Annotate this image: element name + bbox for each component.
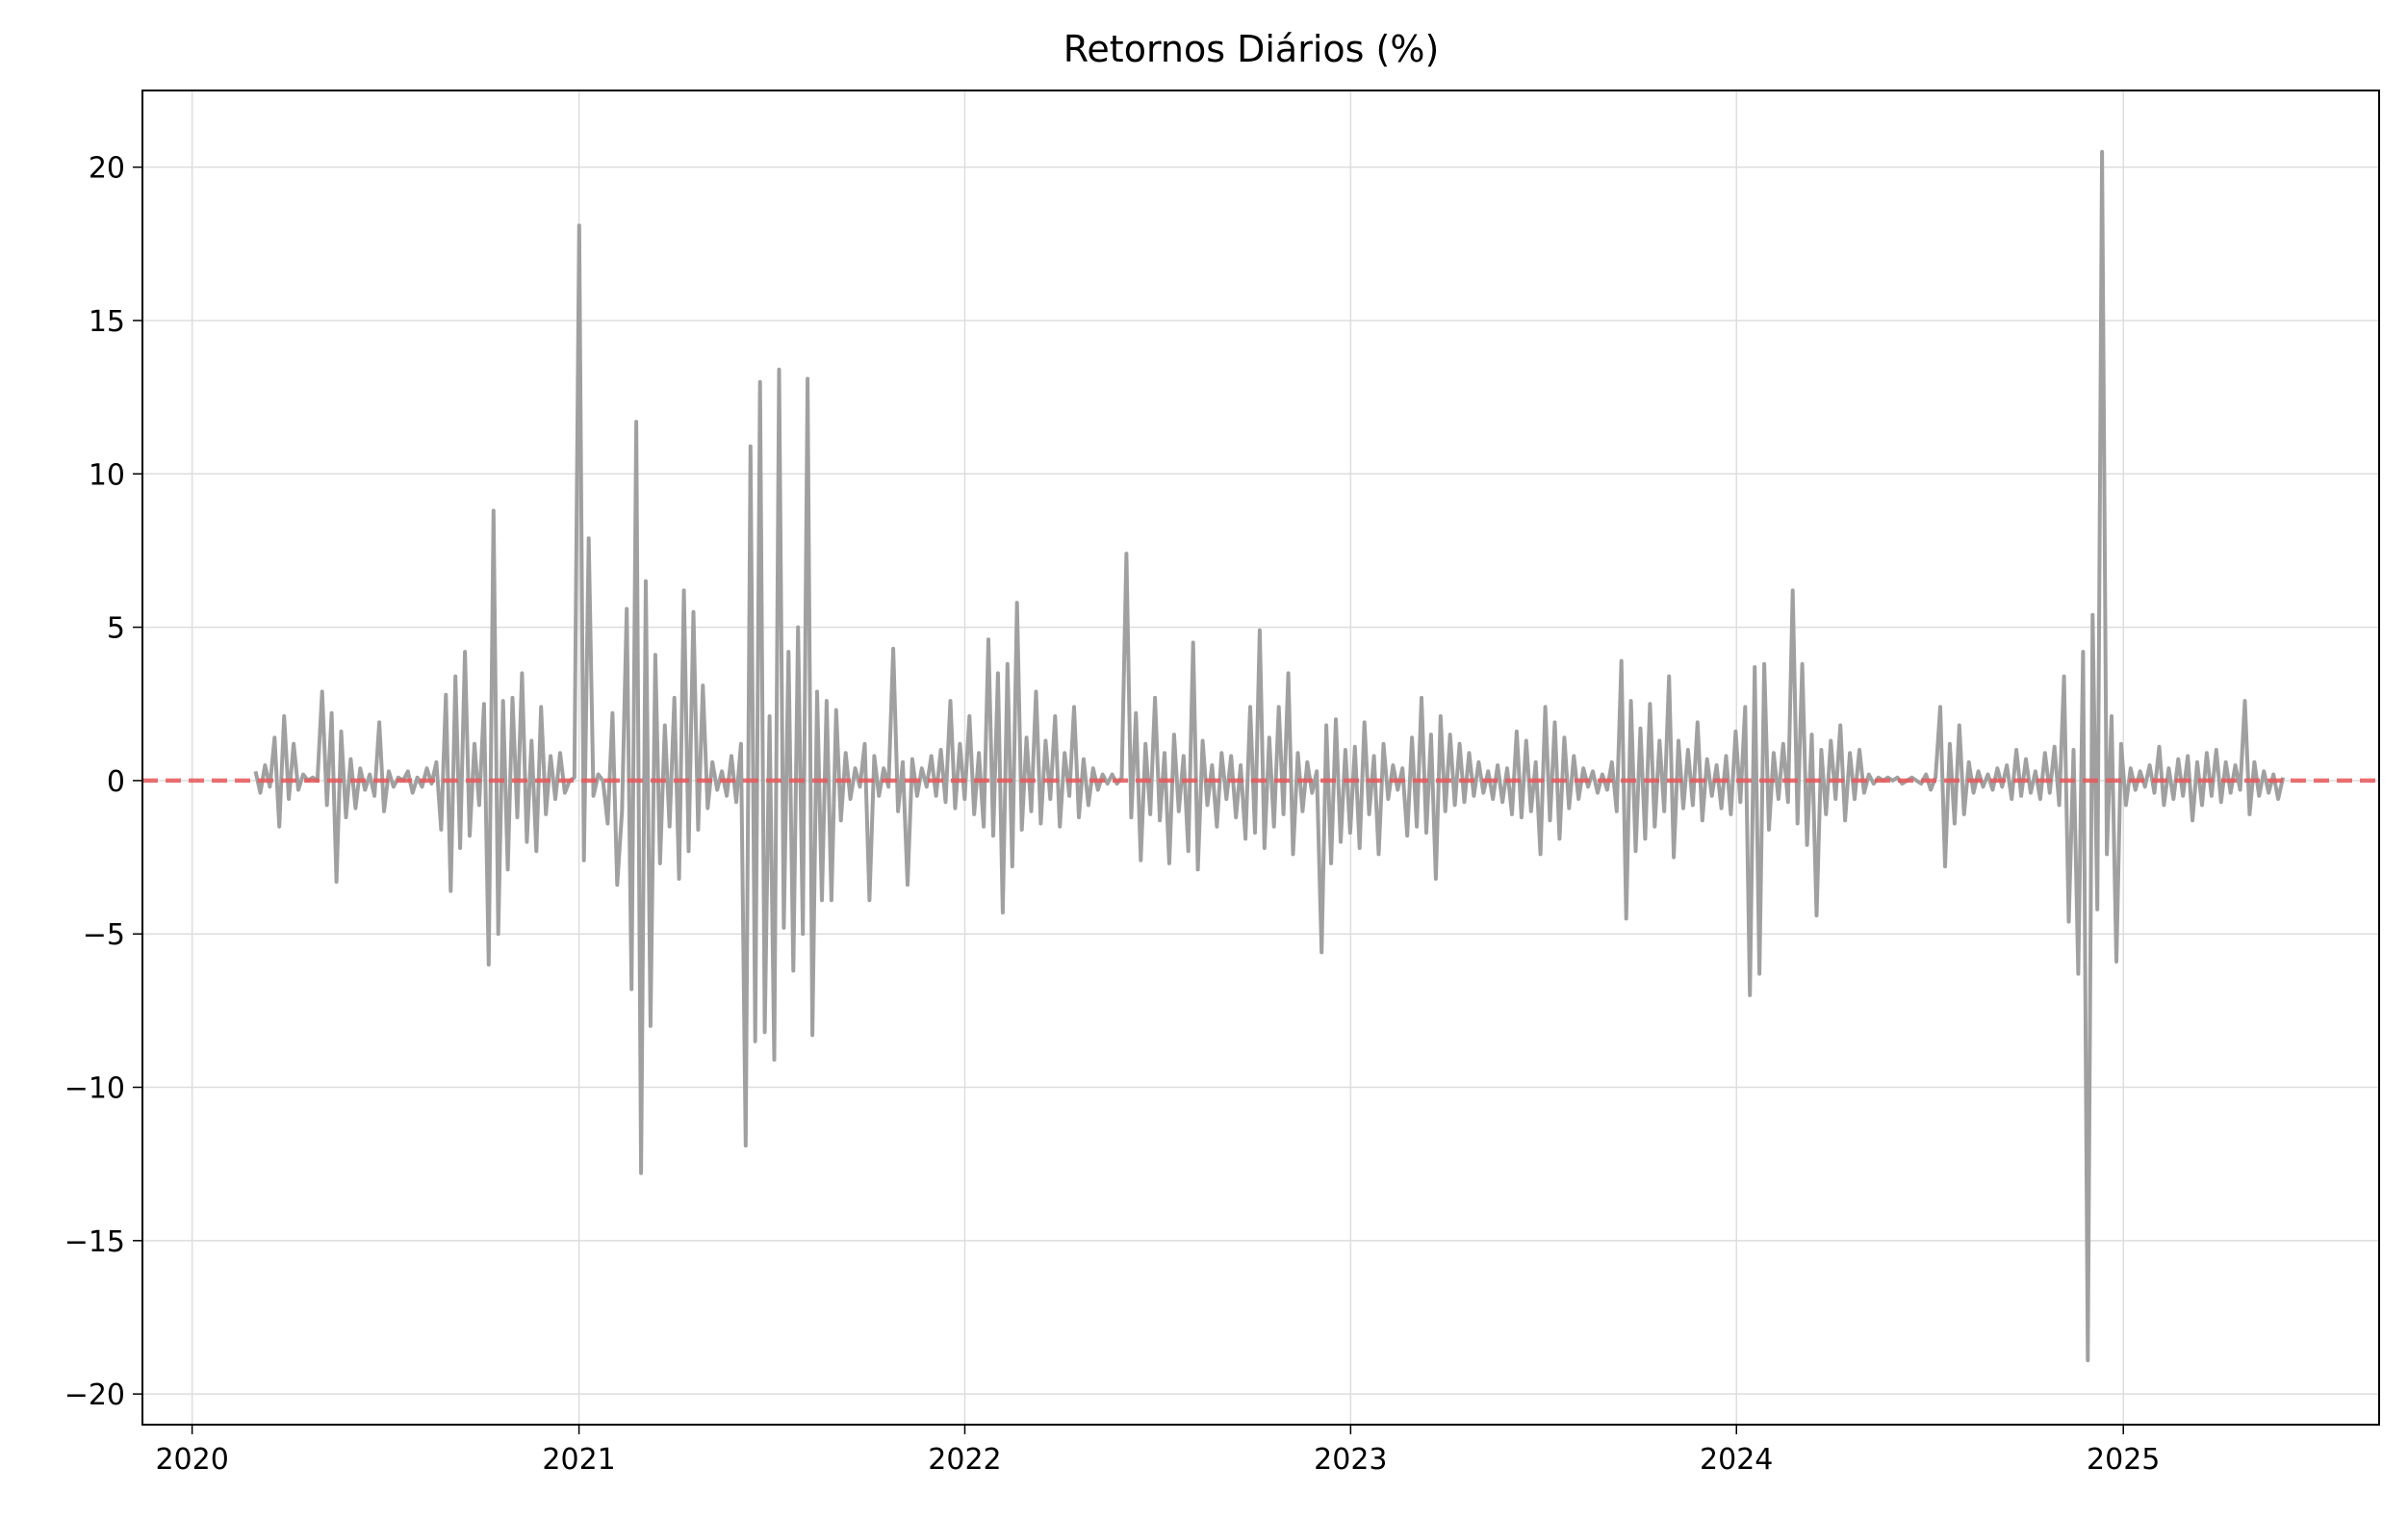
x-tick-label: 2025 <box>2087 1443 2160 1477</box>
x-tick-label: 2023 <box>1314 1443 1387 1477</box>
x-tick-label: 2021 <box>542 1443 615 1477</box>
y-tick-label: −15 <box>64 1225 125 1259</box>
y-tick-label: −5 <box>83 918 125 952</box>
y-tick-label: 15 <box>89 305 125 339</box>
plot-frame <box>141 90 2380 1426</box>
y-tick-label: 10 <box>89 458 125 492</box>
returns-series-line <box>253 149 2286 1363</box>
axes-layer <box>141 90 2380 1426</box>
series-layer <box>253 149 2286 1363</box>
tick-layer: 20 15 10 5 0 −5 −10 −15 −20 2020 2021 2022 2023 2024 2… <box>64 152 2161 1477</box>
chart-title: Retornos Diários (%) <box>1063 28 1440 70</box>
y-tick-label: −20 <box>64 1378 125 1412</box>
y-tick-label: −10 <box>64 1072 125 1106</box>
y-tick-label: 20 <box>89 152 125 186</box>
x-tick-label: 2022 <box>928 1443 1001 1477</box>
y-tick-label: 5 <box>107 612 125 646</box>
x-tick-label: 2020 <box>155 1443 228 1477</box>
y-tick-label: 0 <box>107 765 125 799</box>
x-tick-label: 2024 <box>1700 1443 1773 1477</box>
